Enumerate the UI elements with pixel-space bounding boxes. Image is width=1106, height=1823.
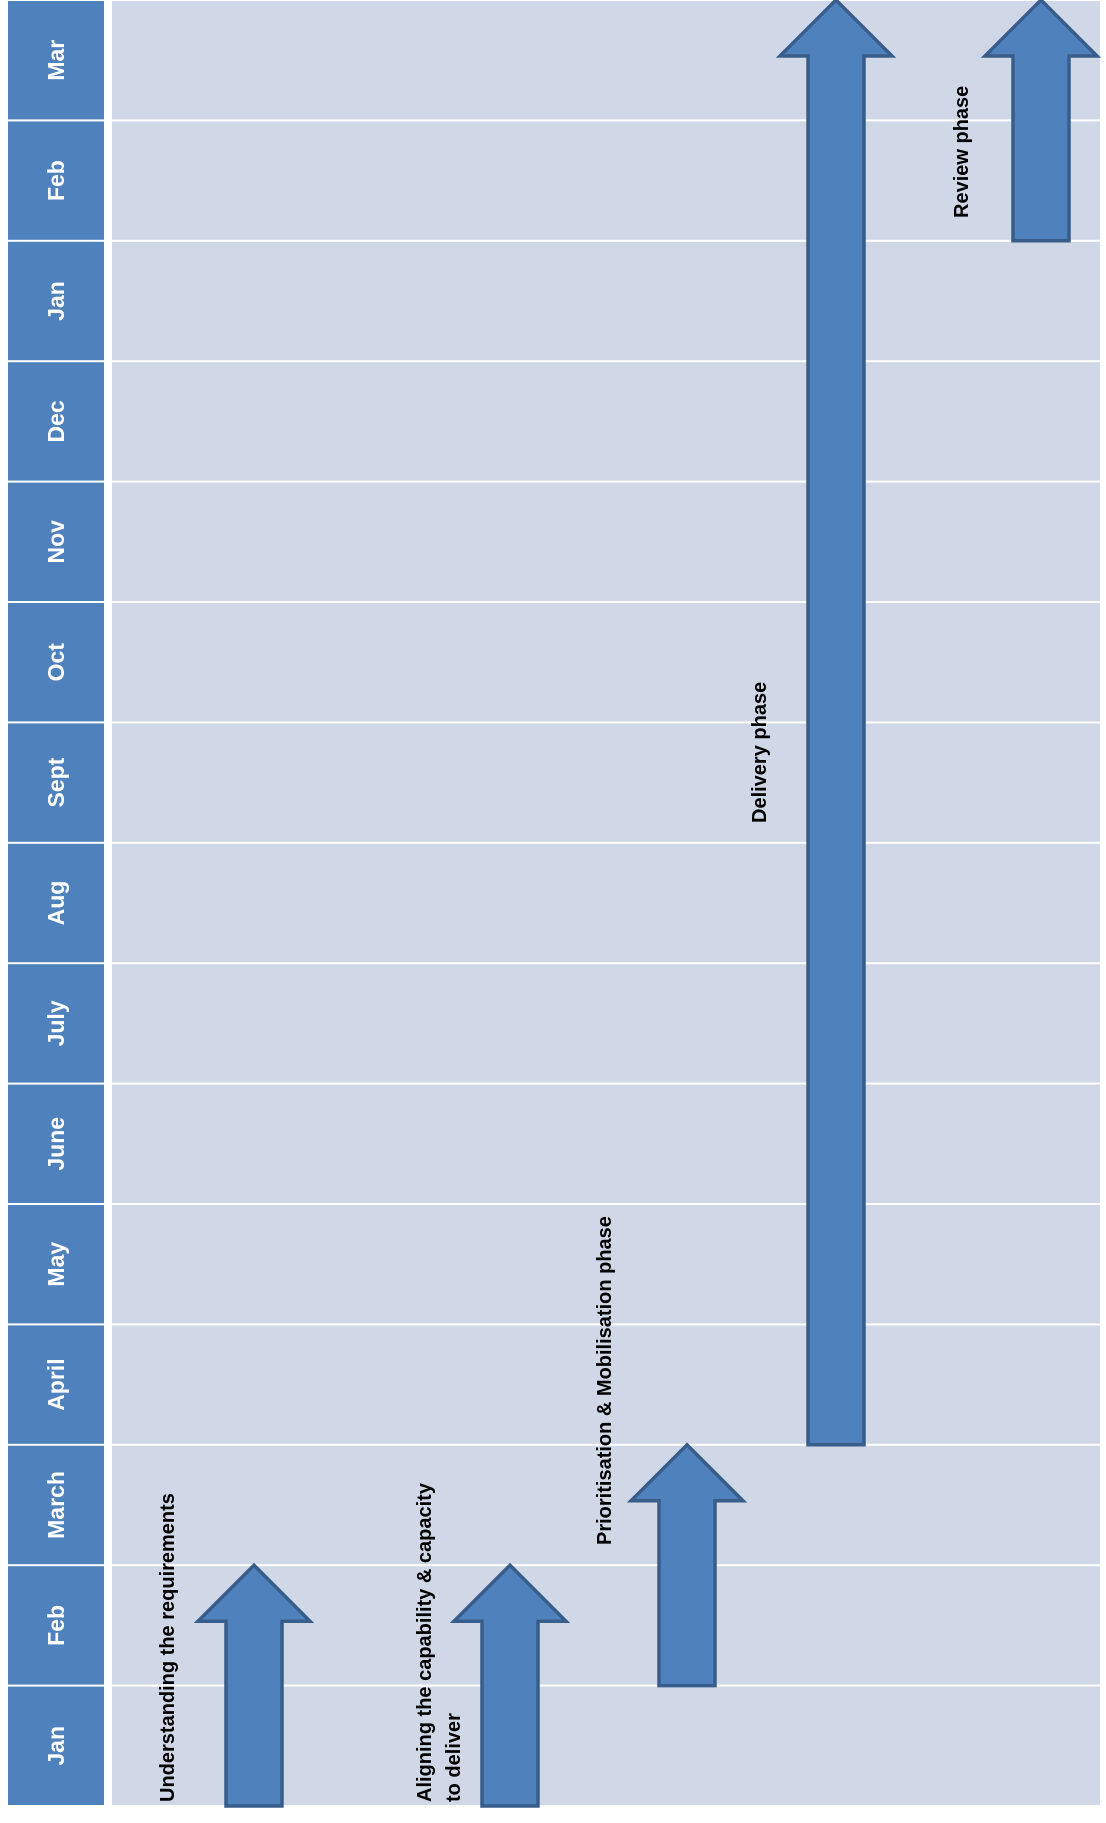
month-row-band xyxy=(112,1084,1100,1203)
month-header-cell xyxy=(8,964,104,1083)
month-label: Aug xyxy=(43,881,69,926)
phase-label: Prioritisation & Mobilisation phase xyxy=(594,1216,616,1545)
phase-arrow xyxy=(626,1442,748,1688)
month-row-band xyxy=(112,121,1100,240)
month-header-cell xyxy=(8,843,104,963)
phase-label: Review phase xyxy=(951,86,973,218)
month-header-cell xyxy=(8,1,104,120)
month-row-band xyxy=(112,1,1100,120)
month-label: April xyxy=(43,1358,69,1410)
phase-label: to deliver xyxy=(443,1713,465,1802)
month-label: March xyxy=(43,1471,69,1539)
phase-arrow xyxy=(193,1562,315,1808)
month-header-cell xyxy=(8,1205,104,1324)
month-label: Sept xyxy=(43,757,69,807)
phase-label: Delivery phase xyxy=(749,682,771,823)
month-label: Feb xyxy=(43,1605,69,1646)
month-header-cell xyxy=(8,362,104,481)
month-header-cell xyxy=(8,1084,104,1203)
month-row-band xyxy=(112,723,1100,842)
month-row-band xyxy=(112,1325,1100,1444)
month-header-cell xyxy=(8,121,104,240)
month-label: July xyxy=(43,1000,69,1046)
month-label: Jan xyxy=(43,1726,69,1766)
month-header-cell xyxy=(8,241,104,361)
month-row-band xyxy=(112,603,1100,722)
month-row-band xyxy=(112,1205,1100,1324)
month-label: May xyxy=(43,1242,69,1287)
month-row-band xyxy=(112,964,1100,1083)
month-header-cell xyxy=(8,482,104,601)
month-label: Mar xyxy=(43,40,69,81)
phase-label: Understanding the requirements xyxy=(157,1493,179,1802)
month-header-cell xyxy=(8,1566,104,1685)
phase-arrow xyxy=(980,0,1102,243)
month-header-cell xyxy=(8,723,104,842)
phase-arrow xyxy=(449,1562,571,1808)
month-label: Dec xyxy=(43,400,69,442)
month-header-cell xyxy=(8,1325,104,1444)
month-label: Nov xyxy=(43,520,69,564)
month-label: Feb xyxy=(43,160,69,201)
month-row-band xyxy=(112,843,1100,963)
phase-arrow xyxy=(775,0,897,1447)
month-label: Oct xyxy=(43,643,69,682)
month-header-cell xyxy=(8,1686,104,1805)
month-row-band xyxy=(112,482,1100,601)
phase-label: Aligning the capability & capacity xyxy=(414,1482,436,1802)
month-header-cell xyxy=(8,1445,104,1565)
month-header-cell xyxy=(8,603,104,722)
month-label: Jan xyxy=(43,281,69,321)
month-row-band xyxy=(112,1445,1100,1565)
month-row-band xyxy=(112,362,1100,481)
month-row-band xyxy=(112,241,1100,361)
month-label: June xyxy=(43,1117,69,1171)
